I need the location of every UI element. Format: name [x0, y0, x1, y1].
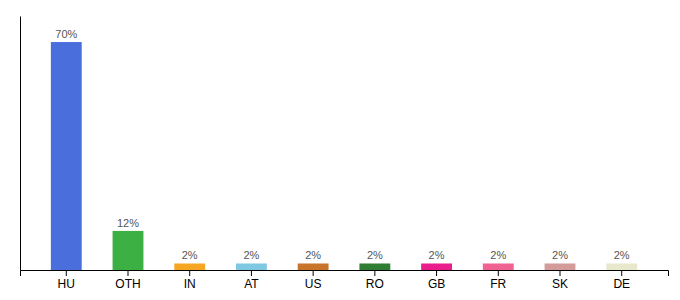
bar — [421, 263, 452, 270]
bar — [298, 263, 329, 270]
x-tick-mark — [66, 270, 67, 276]
x-tick: SK — [552, 270, 568, 291]
bar — [51, 42, 82, 270]
y-axis-line — [20, 17, 21, 271]
bar — [545, 263, 576, 270]
data-label: 2% — [367, 249, 383, 261]
x-tick-label: FR — [490, 277, 506, 291]
x-tick-mark — [251, 270, 252, 276]
bar — [236, 263, 267, 270]
x-tick: US — [305, 270, 322, 291]
x-tick: FR — [490, 270, 506, 291]
bar — [606, 263, 637, 270]
bar — [113, 231, 144, 270]
x-tick-label: DE — [613, 277, 630, 291]
x-tick-label: OTH — [115, 277, 140, 291]
x-tick-label: AT — [244, 277, 259, 291]
x-tick-label: HU — [58, 277, 75, 291]
data-label: 2% — [305, 249, 321, 261]
x-tick: OTH — [115, 270, 140, 291]
bar — [483, 263, 514, 270]
x-tick: HU — [58, 270, 75, 291]
x-tick-mark — [436, 270, 437, 276]
x-tick-label: GB — [428, 277, 445, 291]
x-tick: GB — [428, 270, 445, 291]
bar — [359, 263, 390, 270]
data-label: 70% — [55, 28, 77, 40]
x-tick: DE — [613, 270, 630, 291]
x-axis-line — [21, 271, 669, 277]
x-tick: AT — [244, 270, 259, 291]
x-tick-mark — [128, 270, 129, 276]
x-tick-mark — [621, 270, 622, 276]
x-tick-label: IN — [184, 277, 196, 291]
data-label: 2% — [429, 249, 445, 261]
data-label: 2% — [182, 249, 198, 261]
x-tick-label: US — [305, 277, 322, 291]
bars — [51, 42, 637, 270]
x-axis: HU OTH IN AT US RO GB FR SK DE — [21, 270, 669, 291]
y-axis — [20, 17, 21, 271]
data-label: 2% — [490, 249, 506, 261]
data-label: 2% — [614, 249, 630, 261]
data-label: 2% — [243, 249, 259, 261]
plot: HU OTH IN AT US RO GB FR SK DE 70% 12% 2% 2% 2% 2% 2% 2% 2… — [21, 17, 669, 291]
x-tick-label: RO — [366, 277, 384, 291]
x-tick-mark — [374, 270, 375, 276]
x-tick: IN — [184, 270, 196, 291]
data-label: 2% — [552, 249, 568, 261]
chart: HU OTH IN AT US RO GB FR SK DE 70% 12% 2% 2% 2% 2% 2% 2% 2… — [0, 0, 680, 300]
x-tick-mark — [498, 270, 499, 276]
x-tick-mark — [313, 270, 314, 276]
bar — [174, 263, 205, 270]
x-tick-label: SK — [552, 277, 568, 291]
data-label: 12% — [117, 217, 139, 229]
data-labels: 70% 12% 2% 2% 2% 2% 2% 2% 2% 2% — [55, 28, 630, 261]
x-tick-mark — [189, 270, 190, 276]
x-tick-mark — [560, 270, 561, 276]
x-tick: RO — [366, 270, 384, 291]
